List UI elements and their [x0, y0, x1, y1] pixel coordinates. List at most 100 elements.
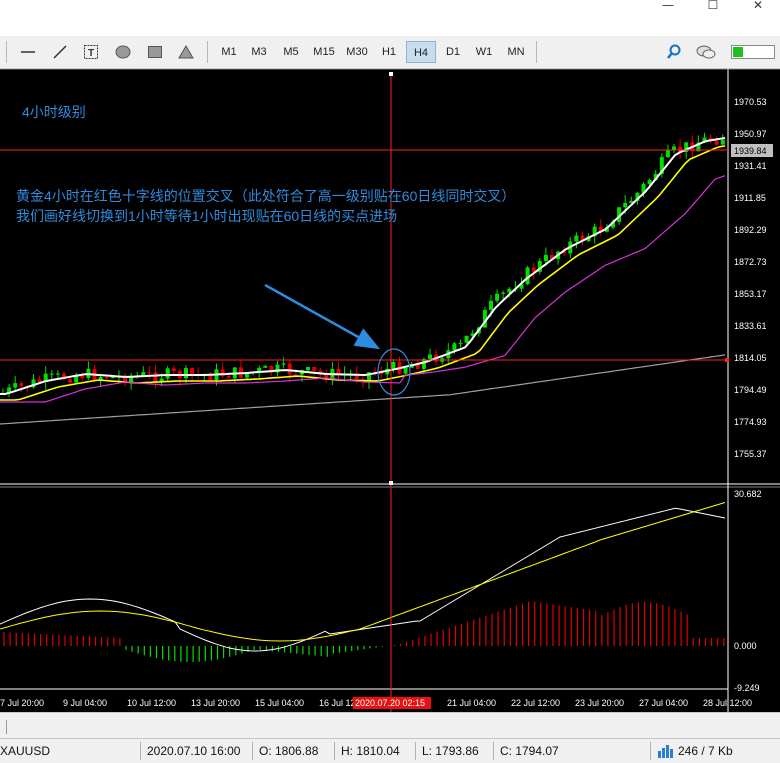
candle [74, 372, 79, 384]
candle [373, 367, 378, 376]
time-label: 13 Jul 20:00 [191, 698, 240, 708]
horizontal-line-icon[interactable] [18, 42, 38, 62]
maximize-button[interactable]: ☐ [707, 0, 719, 12]
timeframe-m5[interactable]: M5 [283, 46, 299, 58]
candle [165, 365, 170, 382]
rectangle-icon[interactable] [145, 42, 165, 62]
time-label: 27 Jul 04:00 [639, 698, 688, 708]
candle [13, 376, 18, 393]
triangle-icon[interactable] [176, 42, 196, 62]
price-label: 1892.29 [734, 225, 767, 235]
macd-label: 0.000 [734, 641, 757, 651]
candle [123, 373, 127, 387]
candle [678, 138, 683, 160]
toolbar-grip [6, 41, 7, 63]
svg-text:T: T [88, 48, 94, 59]
candle [86, 361, 91, 380]
macd-histogram [3, 601, 725, 662]
price-label: 1814.05 [734, 353, 767, 363]
crosshair-handle-right[interactable] [725, 358, 729, 362]
candle [519, 277, 524, 293]
crosshair-handle-mid[interactable] [389, 481, 393, 485]
status-separator [415, 742, 416, 760]
toolbar-separator [207, 41, 208, 63]
candle [714, 136, 719, 146]
candle [281, 357, 286, 369]
candle [629, 196, 634, 204]
chart-canvas[interactable]: 4小时级别 黄金4小时在红色十字线的位置交叉（此处符合了高一级别贴在60日线同时… [0, 68, 780, 712]
candle [665, 144, 670, 158]
ma-slow-line [0, 175, 726, 403]
status-separator [252, 742, 253, 760]
chat-icon[interactable] [696, 42, 716, 62]
timeframe-m3[interactable]: M3 [251, 46, 267, 58]
ma-long-line [0, 354, 726, 425]
timeframe-h1[interactable]: H1 [381, 46, 397, 58]
candle [720, 134, 725, 145]
scrollbar-marker [6, 720, 7, 734]
candle [129, 372, 134, 390]
price-label: 1970.53 [734, 97, 767, 107]
candle [196, 367, 201, 380]
candle [495, 289, 500, 304]
timeframe-m1[interactable]: M1 [221, 46, 237, 58]
title-bar: — ☐ ✕ [0, 0, 780, 36]
ellipse-icon[interactable] [113, 42, 133, 62]
candle [55, 370, 60, 379]
status-symbol: XAUUSD [0, 744, 51, 758]
timeframe-m15[interactable]: M15 [313, 46, 335, 58]
annotation-line-1[interactable]: 黄金4小时在红色十字线的位置交叉（此处符合了高一级别贴在60日线同时交叉） [16, 188, 515, 204]
status-open: O: 1806.88 [259, 744, 319, 758]
price-label: 1833.61 [734, 321, 767, 331]
timeframe-m30[interactable]: M30 [346, 46, 368, 58]
candle [336, 361, 341, 380]
price-label: 1872.73 [734, 257, 767, 267]
candle [153, 364, 158, 389]
candle [580, 231, 585, 246]
chart-scrollbar[interactable] [0, 712, 780, 739]
annotation-arrow[interactable] [264, 283, 381, 350]
timeframe-d1[interactable]: D1 [445, 46, 461, 58]
moving-averages [0, 137, 726, 425]
candle [141, 366, 146, 377]
time-label: 28 Jul 12:00 [703, 698, 752, 708]
time-label: 16 Jul 12:00 [319, 698, 368, 708]
crosshair-handle-top[interactable] [389, 72, 393, 76]
trendline-icon[interactable] [50, 42, 70, 62]
candle [501, 290, 506, 300]
text-label-icon[interactable]: T [81, 42, 101, 62]
ma-fast-line [0, 137, 726, 395]
candle [306, 366, 310, 372]
candle [220, 362, 225, 378]
timeframe-mn[interactable]: MN [507, 46, 525, 58]
time-label: 15 Jul 04:00 [255, 698, 304, 708]
annotation-level-text[interactable]: 4小时级别 [22, 104, 86, 120]
cross-point-ellipse[interactable] [377, 348, 411, 396]
status-close: C: 1794.07 [500, 744, 559, 758]
candle [440, 356, 445, 365]
connection-status-icon[interactable] [730, 42, 776, 62]
close-button[interactable]: ✕ [752, 0, 764, 12]
candle [7, 383, 12, 397]
candle [428, 348, 432, 362]
timeframe-h4[interactable]: H4 [406, 41, 436, 63]
status-separator [493, 742, 494, 760]
toolbar: T M1 M3 M5 M15 M30 H1 H4 D1 W1 MN [0, 36, 780, 69]
status-bar: XAUUSD 2020.07.10 16:00 O: 1806.88 H: 18… [0, 738, 780, 763]
annotation-line-2[interactable]: 我们画好线切换到1小时等待1小时出现贴在60日线的买点进场 [16, 208, 397, 224]
price-label: 1931.41 [734, 161, 767, 171]
candle [531, 262, 536, 280]
candle [62, 371, 66, 381]
candle [324, 368, 329, 384]
status-traffic: 246 / 7 Kb [678, 744, 733, 758]
timeframe-w1[interactable]: W1 [475, 46, 493, 58]
ma-mid-line [0, 145, 726, 401]
candle [458, 339, 463, 348]
price-chart[interactable]: 4小时级别 黄金4小时在红色十字线的位置交叉（此处符合了高一级别贴在60日线同时… [0, 68, 780, 712]
traffic-icon [657, 743, 675, 762]
minimize-button[interactable]: — [662, 0, 674, 12]
zoom-icon[interactable] [664, 42, 684, 62]
crosshair-time-label: 2020.07.20 02:15 [355, 698, 425, 708]
candle [208, 372, 213, 381]
candle [275, 360, 280, 376]
